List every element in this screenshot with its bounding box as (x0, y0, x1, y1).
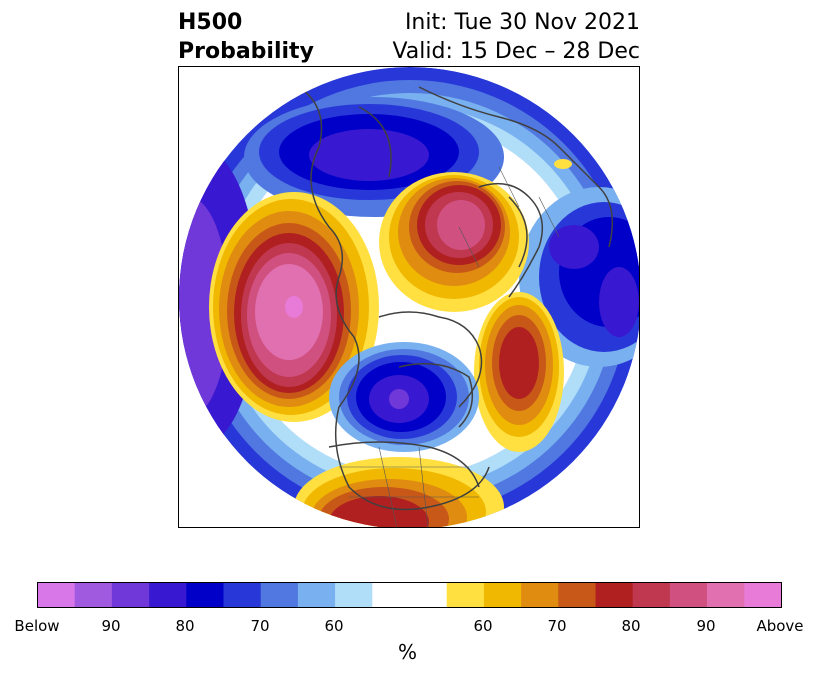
colorbar-tick-label: Below (14, 617, 60, 635)
anomaly-small-positive (554, 159, 572, 169)
anomaly-arctic-positive (379, 172, 529, 312)
colorbar-cell (409, 582, 447, 608)
init-date: Init: Tue 30 Nov 2021 (404, 10, 640, 35)
chart-title-right: Init: Tue 30 Nov 2021 Valid: 15 Dec – 28… (392, 8, 640, 66)
map-frame (178, 66, 640, 528)
probability-map (179, 67, 639, 527)
anomaly-canada-negative (329, 342, 479, 452)
colorbar-cell (223, 582, 261, 608)
anomaly-atlantic-positive (474, 292, 564, 452)
colorbar-cell (521, 582, 559, 608)
colorbar-cell (558, 582, 596, 608)
colorbar-cell (595, 582, 633, 608)
valid-range: Valid: 15 Dec – 28 Dec (392, 39, 640, 64)
colorbar-cell (260, 582, 299, 608)
colorbar-tick-label: Above (756, 617, 804, 635)
colorbar-cell (186, 582, 224, 608)
colorbar-tick-label: 60 (324, 617, 344, 635)
colorbar-cell (372, 582, 410, 608)
colorbar-cell (446, 582, 485, 608)
colorbar-tick-label: 80 (175, 617, 195, 635)
colorbar-cell (111, 582, 150, 608)
chart-title-left: H500 Probability (178, 8, 314, 66)
colorbar-cell (707, 582, 745, 608)
colorbar (37, 582, 782, 608)
title-line-2: Probability (178, 39, 314, 64)
colorbar-cell (632, 582, 671, 608)
anomaly-pacific-positive (209, 192, 379, 422)
colorbar-cell (335, 582, 373, 608)
colorbar-tick-label: 60 (473, 617, 493, 635)
colorbar-tick-label: 70 (250, 617, 270, 635)
colorbar-tick-label: 70 (547, 617, 567, 635)
coastlines (298, 86, 614, 511)
colorbar-tick-label: 80 (621, 617, 641, 635)
colorbar-tick-label: 90 (696, 617, 716, 635)
colorbar-cell (744, 582, 782, 608)
colorbar-unit: % (398, 640, 418, 664)
colorbar-cell (37, 582, 75, 608)
colorbar-cell (149, 582, 187, 608)
political-borders (339, 166, 560, 527)
colorbar-cell (483, 582, 522, 608)
colorbar-tick-label: 90 (101, 617, 121, 635)
title-line-1: H500 (178, 10, 243, 35)
colorbar-cell (297, 582, 336, 608)
colorbar-cell (669, 582, 708, 608)
colorbar-cell (74, 582, 113, 608)
